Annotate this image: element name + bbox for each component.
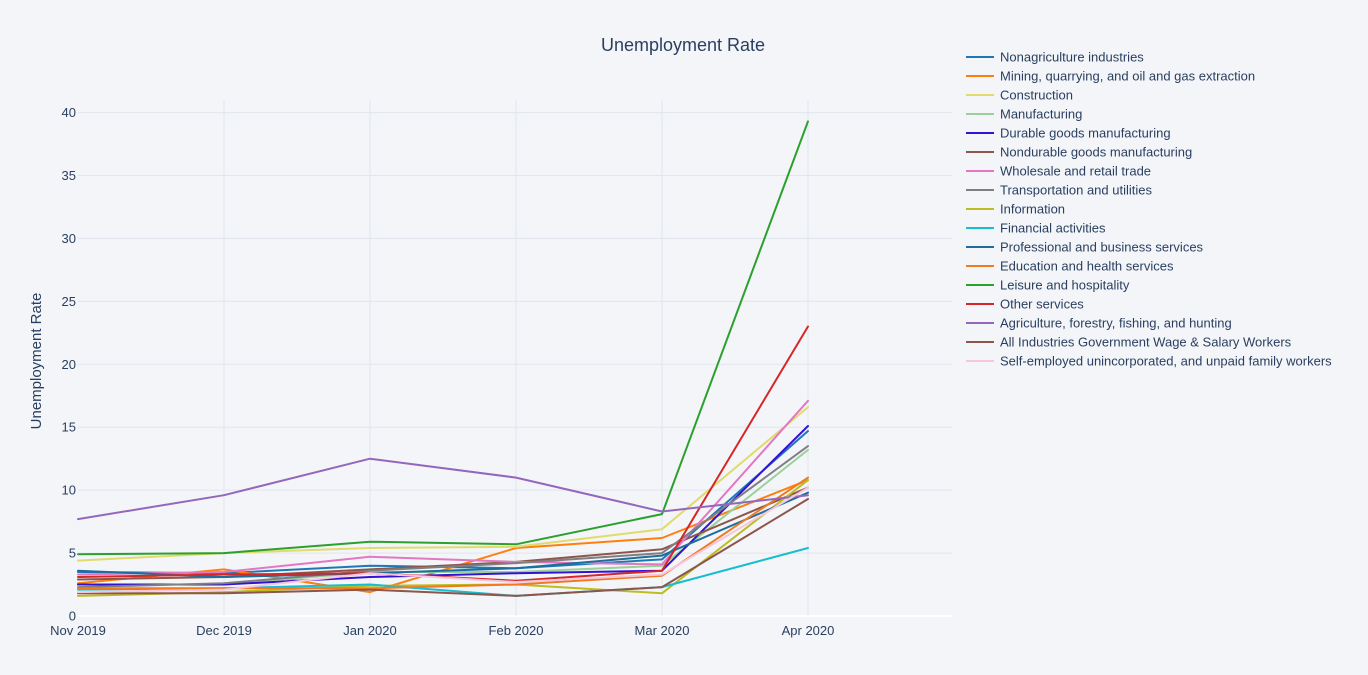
- legend-label: Wholesale and retail trade: [1000, 164, 1151, 179]
- legend-label: Education and health services: [1000, 259, 1174, 274]
- legend-label: Other services: [1000, 297, 1084, 312]
- y-tick-label: 5: [69, 546, 76, 561]
- x-tick-label: Nov 2019: [50, 623, 106, 638]
- x-axis-ticks: Nov 2019 Dec 2019 Jan 2020 Feb 2020 Mar 2020…: [50, 623, 834, 638]
- y-tick-label: 15: [62, 420, 76, 435]
- x-tick-label: Mar 2020: [635, 623, 690, 638]
- legend-label: Nonagriculture industries: [1000, 50, 1144, 65]
- legend-item[interactable]: All Industries Government Wage & Salary …: [966, 335, 1292, 350]
- legend-item[interactable]: Agriculture, forestry, fishing, and hunt…: [966, 316, 1232, 331]
- legend-item[interactable]: Self-employed unincorporated, and unpaid…: [966, 354, 1332, 369]
- legend-label: Leisure and hospitality: [1000, 278, 1130, 293]
- legend-item[interactable]: Education and health services: [966, 259, 1174, 274]
- x-tick-label: Jan 2020: [343, 623, 397, 638]
- legend-label: All Industries Government Wage & Salary …: [1000, 335, 1292, 350]
- y-tick-label: 35: [62, 168, 76, 183]
- series-line-11: [77, 491, 809, 578]
- x-tick-label: Apr 2020: [782, 623, 835, 638]
- legend-item[interactable]: Manufacturing: [966, 107, 1082, 122]
- legend-item[interactable]: Mining, quarrying, and oil and gas extra…: [966, 69, 1255, 84]
- x-tick-label: Dec 2019: [196, 623, 252, 638]
- legend-label: Financial activities: [1000, 221, 1106, 236]
- legend-item[interactable]: Professional and business services: [966, 240, 1204, 255]
- series-line-6: [77, 486, 809, 581]
- series-line-13: [77, 120, 809, 556]
- y-tick-label: 0: [69, 609, 76, 624]
- y-axis-title: Unemployment Rate: [28, 293, 45, 430]
- series-line-8: [77, 445, 809, 589]
- y-tick-label: 40: [62, 105, 76, 120]
- legend-item[interactable]: Construction: [966, 88, 1073, 103]
- legend-label: Transportation and utilities: [1000, 183, 1152, 198]
- legend-item[interactable]: Durable goods manufacturing: [966, 126, 1171, 141]
- series-line-7: [77, 399, 809, 576]
- series-lines: [77, 120, 809, 597]
- legend-label: Manufacturing: [1000, 107, 1082, 122]
- series-line-15: [77, 457, 809, 521]
- grid: [78, 100, 952, 617]
- chart-title: Unemployment Rate: [601, 35, 765, 55]
- legend-item[interactable]: Transportation and utilities: [966, 183, 1152, 198]
- legend-label: Agriculture, forestry, fishing, and hunt…: [1000, 316, 1232, 331]
- legend-label: Professional and business services: [1000, 240, 1204, 255]
- legend-label: Durable goods manufacturing: [1000, 126, 1171, 141]
- legend-label: Construction: [1000, 88, 1073, 103]
- x-tick-label: Feb 2020: [489, 623, 544, 638]
- legend-item[interactable]: Wholesale and retail trade: [966, 164, 1151, 179]
- legend-label: Mining, quarrying, and oil and gas extra…: [1000, 69, 1255, 84]
- legend-item[interactable]: Nonagriculture industries: [966, 50, 1144, 65]
- y-tick-label: 20: [62, 357, 76, 372]
- legend-item[interactable]: Financial activities: [966, 221, 1106, 236]
- legend-label: Information: [1000, 202, 1065, 217]
- y-axis-ticks: 0 5 10 15 20 25 30 35 40: [62, 105, 76, 623]
- y-tick-label: 10: [62, 483, 76, 498]
- legend-item[interactable]: Nondurable goods manufacturing: [966, 145, 1192, 160]
- legend-label: Nondurable goods manufacturing: [1000, 145, 1192, 160]
- legend-label: Self-employed unincorporated, and unpaid…: [1000, 354, 1332, 369]
- series-line-16: [77, 498, 809, 597]
- series-line-17: [77, 486, 809, 594]
- y-tick-label: 25: [62, 294, 76, 309]
- legend-item[interactable]: Other services: [966, 297, 1084, 312]
- legend-item[interactable]: Information: [966, 202, 1065, 217]
- legend-item[interactable]: Leisure and hospitality: [966, 278, 1130, 293]
- y-tick-label: 30: [62, 231, 76, 246]
- legend: Nonagriculture industries Mining, quarryi…: [966, 50, 1332, 369]
